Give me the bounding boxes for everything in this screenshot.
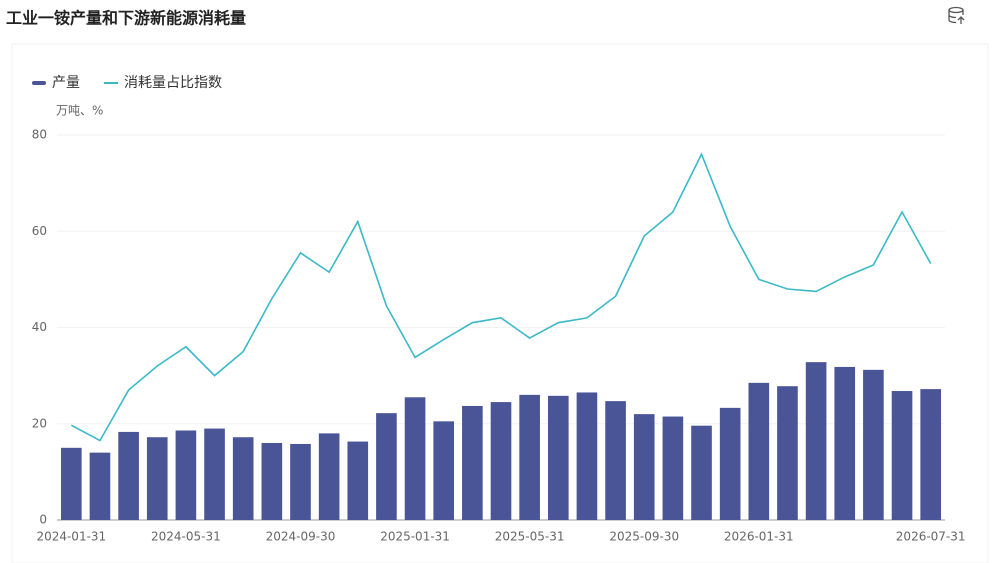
- bar: [605, 401, 626, 520]
- bar: [691, 425, 712, 520]
- bar: [719, 407, 741, 520]
- bar: [261, 443, 283, 520]
- bar: [175, 430, 197, 520]
- y-tick-label: 20: [32, 416, 47, 430]
- y-tick-label: 0: [39, 513, 47, 527]
- bar: [318, 433, 340, 520]
- legend-label: 产量: [52, 75, 80, 91]
- bar: [519, 394, 540, 520]
- bar: [146, 437, 168, 520]
- bar: [891, 391, 913, 520]
- y-tick-label: 40: [32, 320, 47, 334]
- bar: [404, 397, 426, 520]
- bar: [633, 414, 655, 520]
- bar: [118, 431, 139, 520]
- bar: [290, 443, 311, 520]
- bar: [61, 447, 82, 520]
- x-tick-label: 2024-05-31: [151, 530, 221, 544]
- line: [70, 152, 932, 442]
- x-tick-label: 2025-09-30: [609, 530, 679, 544]
- export-icon[interactable]: [948, 6, 965, 25]
- bar: [347, 441, 369, 520]
- chart-title: 工业一铵产量和下游新能源消耗量: [6, 9, 246, 28]
- bar: [662, 416, 684, 520]
- bar: [777, 386, 798, 520]
- legend-label: 消耗量占比指数: [124, 75, 222, 91]
- y-tick-label: 60: [32, 224, 47, 238]
- bar: [863, 369, 884, 520]
- x-tick-label: 2026-01-31: [724, 530, 794, 544]
- bar: [576, 392, 598, 520]
- x-tick-label: 2024-09-30: [266, 530, 336, 544]
- x-tick-label: 2025-01-31: [380, 530, 450, 544]
- x-tick-label: 2026-07-31: [896, 530, 966, 544]
- bar: [490, 402, 512, 520]
- bar: [204, 428, 225, 520]
- unit-label: 万吨、%: [56, 104, 103, 118]
- bar: [433, 421, 455, 520]
- bar: [547, 395, 569, 520]
- bar: [376, 413, 397, 520]
- bar: [920, 389, 941, 520]
- bar: [462, 405, 483, 520]
- panel: [11, 43, 989, 563]
- bar: [834, 366, 856, 520]
- y-tick-label: 80: [32, 128, 47, 142]
- bar: [89, 452, 111, 520]
- legend-swatch: [32, 81, 46, 85]
- bar: [748, 382, 770, 520]
- x-tick-label: 2025-05-31: [495, 530, 565, 544]
- x-tick-label: 2024-01-31: [36, 530, 106, 544]
- bar: [232, 437, 254, 520]
- bar: [805, 362, 827, 520]
